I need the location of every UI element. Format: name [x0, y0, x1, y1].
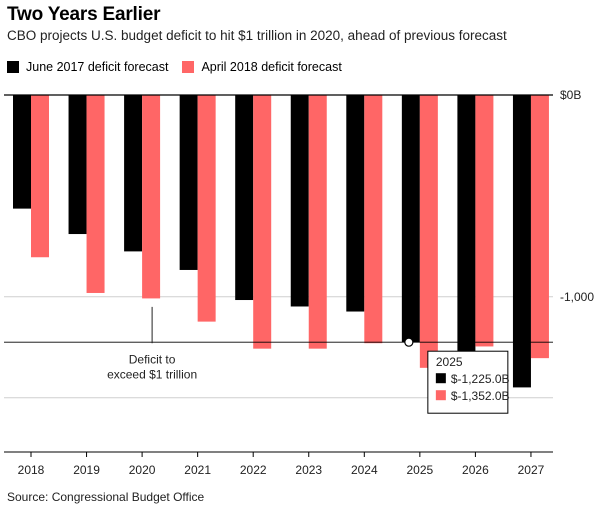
- x-tick-label: 2025: [406, 463, 433, 477]
- bar-june-2017-2023[interactable]: [290, 95, 309, 307]
- bar-april-2018-2024[interactable]: [364, 95, 383, 344]
- bar-june-2017-2021[interactable]: [179, 95, 198, 270]
- x-tick-label: 2022: [240, 463, 267, 477]
- chart-title: Two Years Earlier: [7, 4, 161, 25]
- bar-june-2017-2025[interactable]: [401, 95, 420, 343]
- x-tick-label: 2027: [518, 463, 545, 477]
- x-tick-label: 2024: [351, 463, 378, 477]
- bar-april-2018-2023[interactable]: [308, 95, 327, 349]
- bar-april-2018-2018[interactable]: [31, 95, 49, 258]
- legend-item-june-2017[interactable]: June 2017 deficit forecast: [7, 60, 168, 74]
- legend: June 2017 deficit forecast April 2018 de…: [7, 60, 356, 74]
- annotation-text: exceed $1 trillion: [107, 367, 197, 381]
- bar-june-2017-2018[interactable]: [13, 95, 31, 209]
- x-tick-label: 2026: [462, 463, 489, 477]
- bar-april-2018-2027[interactable]: [530, 95, 549, 359]
- bar-june-2017-2026[interactable]: [457, 95, 476, 360]
- legend-swatch-june-2017: [7, 61, 19, 73]
- bar-june-2017-2024[interactable]: [346, 95, 365, 312]
- y-tick-label: $0B: [560, 88, 581, 102]
- y-tick-label: -1,000: [560, 290, 594, 304]
- hover-point-marker[interactable]: [404, 337, 414, 347]
- legend-swatch-april-2018: [182, 61, 195, 73]
- legend-label-april-2018: April 2018 deficit forecast: [201, 60, 342, 74]
- tooltip-swatch: [435, 373, 446, 384]
- tooltip-value: $-1,225.0B: [451, 372, 510, 386]
- legend-item-april-2018[interactable]: April 2018 deficit forecast: [182, 60, 342, 74]
- bar-june-2017-2020[interactable]: [124, 95, 143, 252]
- x-tick-label: 2019: [73, 463, 100, 477]
- annotation-text: Deficit to: [129, 352, 176, 366]
- chart-subtitle: CBO projects U.S. budget deficit to hit …: [7, 28, 507, 43]
- x-tick-label: 2020: [129, 463, 156, 477]
- tooltip-swatch: [435, 390, 446, 401]
- x-tick-label: 2021: [184, 463, 211, 477]
- bar-april-2018-2025[interactable]: [419, 95, 438, 368]
- x-tick-label: 2023: [295, 463, 322, 477]
- tooltip-value: $-1,352.0B: [451, 389, 510, 403]
- bar-april-2018-2020[interactable]: [142, 95, 161, 299]
- legend-label-june-2017: June 2017 deficit forecast: [26, 60, 169, 74]
- bar-april-2018-2019[interactable]: [86, 95, 105, 293]
- source-note: Source: Congressional Budget Office: [7, 490, 205, 504]
- bar-april-2018-2022[interactable]: [253, 95, 272, 349]
- bar-june-2017-2019[interactable]: [68, 95, 87, 235]
- bar-april-2018-2026[interactable]: [475, 95, 494, 347]
- x-tick-label: 2018: [18, 463, 45, 477]
- tooltip-title: 2025: [436, 355, 463, 369]
- bar-june-2017-2022[interactable]: [235, 95, 254, 301]
- bar-june-2017-2027[interactable]: [512, 95, 531, 388]
- bar-april-2018-2021[interactable]: [197, 95, 216, 322]
